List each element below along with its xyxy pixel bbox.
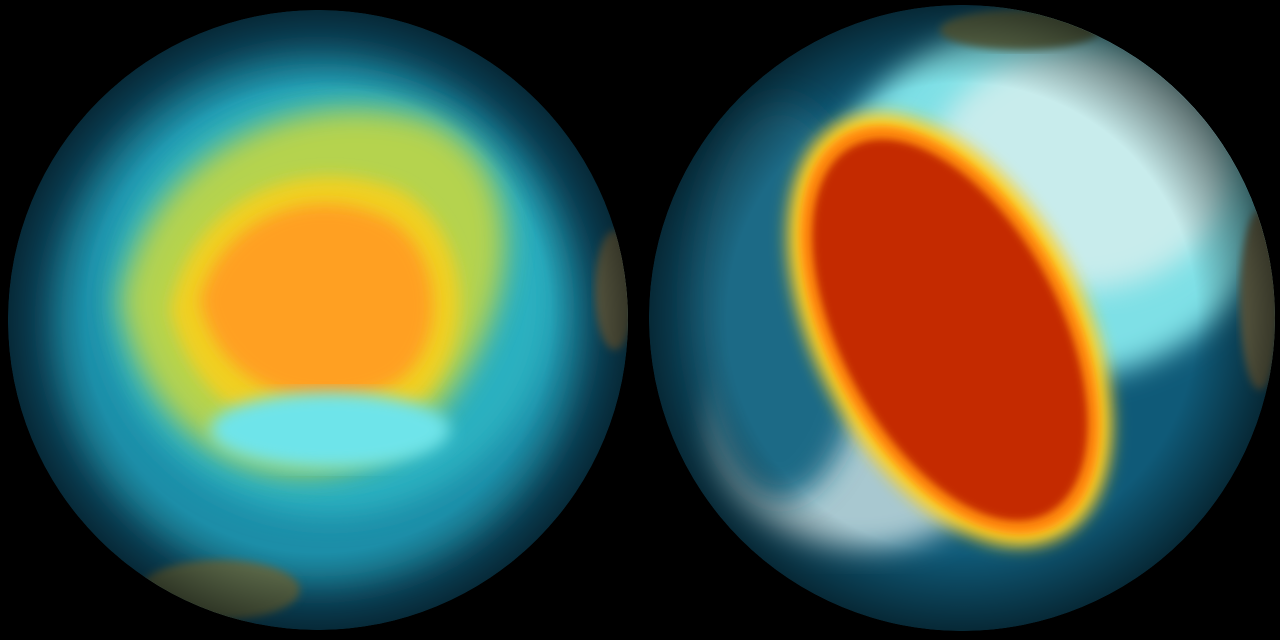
right-globe xyxy=(649,5,1275,631)
left-globe xyxy=(8,10,628,630)
